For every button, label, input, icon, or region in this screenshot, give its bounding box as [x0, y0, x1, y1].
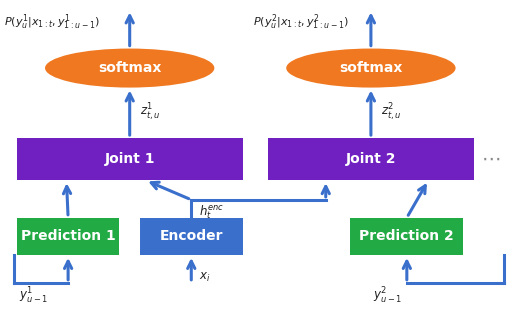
FancyBboxPatch shape: [140, 218, 243, 255]
Text: $y_{u-1}^{1}$: $y_{u-1}^{1}$: [20, 286, 49, 306]
Text: $h_t^{enc}$: $h_t^{enc}$: [199, 203, 224, 220]
Text: $z_{t,u}^{2}$: $z_{t,u}^{2}$: [381, 102, 401, 123]
Text: Encoder: Encoder: [159, 229, 223, 243]
FancyBboxPatch shape: [268, 138, 474, 180]
FancyBboxPatch shape: [350, 218, 463, 255]
FancyBboxPatch shape: [17, 218, 119, 255]
FancyBboxPatch shape: [17, 138, 243, 180]
Ellipse shape: [45, 49, 214, 88]
Text: softmax: softmax: [339, 61, 402, 75]
Text: $x_i$: $x_i$: [199, 271, 211, 284]
Text: Prediction 2: Prediction 2: [360, 229, 454, 243]
Text: $z_{t,u}^{1}$: $z_{t,u}^{1}$: [140, 102, 160, 123]
Text: Joint 2: Joint 2: [346, 152, 396, 166]
Text: $P(y_u^2|x_{1:t}, y_{1:u-1}^2)$: $P(y_u^2|x_{1:t}, y_{1:u-1}^2)$: [253, 13, 349, 32]
Text: $P(y_u^1|x_{1:t}, y_{1:u-1}^1)$: $P(y_u^1|x_{1:t}, y_{1:u-1}^1)$: [4, 13, 100, 32]
Text: Prediction 1: Prediction 1: [21, 229, 116, 243]
Ellipse shape: [286, 49, 456, 88]
Text: ⋯: ⋯: [481, 150, 501, 169]
Text: softmax: softmax: [98, 61, 162, 75]
Text: Joint 1: Joint 1: [104, 152, 155, 166]
Text: $y_{u-1}^{2}$: $y_{u-1}^{2}$: [373, 286, 401, 306]
